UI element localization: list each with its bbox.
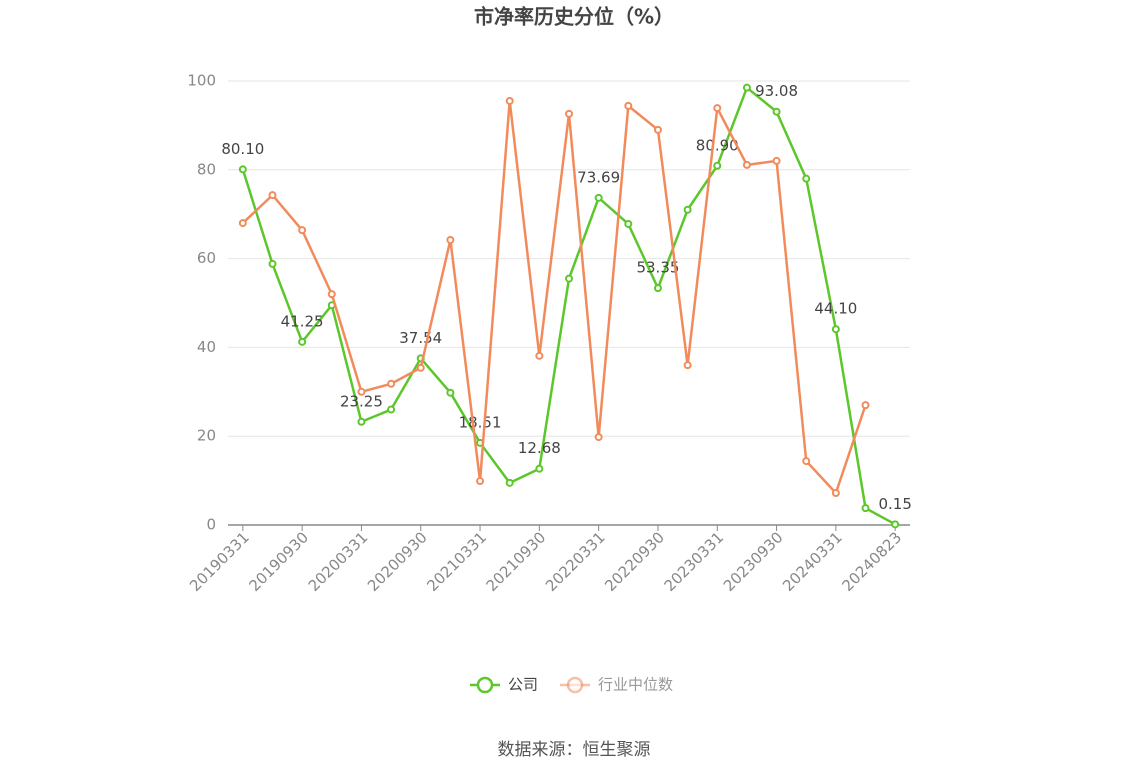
- point: [713, 104, 722, 113]
- x-tick-label: 20230930: [720, 528, 787, 595]
- point: [831, 489, 840, 498]
- x-tick-label: 20220930: [601, 528, 668, 595]
- point: [298, 226, 307, 235]
- x-tick-label: 20220331: [542, 528, 609, 595]
- legend-label: 行业中位数: [598, 676, 673, 694]
- point: [387, 405, 396, 414]
- point: [653, 284, 662, 293]
- value-label: 41.25: [281, 312, 324, 330]
- x-tick-label: 20200331: [305, 528, 372, 595]
- x-tick-label: 20210930: [483, 528, 550, 595]
- x-tick-label: 20200930: [364, 528, 431, 595]
- point: [238, 165, 247, 174]
- point: [268, 259, 277, 268]
- point: [535, 351, 544, 360]
- point: [831, 325, 840, 334]
- value-label: 12.68: [518, 439, 561, 457]
- point: [742, 160, 751, 169]
- point: [802, 457, 811, 466]
- y-tick-label: 20: [197, 427, 216, 445]
- point: [594, 193, 603, 202]
- point: [861, 504, 870, 513]
- value-label: 93.08: [755, 82, 798, 100]
- point: [268, 191, 277, 200]
- point: [624, 219, 633, 228]
- point: [238, 219, 247, 228]
- point: [624, 101, 633, 110]
- legend-marker: [476, 676, 494, 694]
- point: [416, 363, 425, 372]
- x-tick-label: 20240331: [779, 528, 846, 595]
- value-label: 18.51: [459, 413, 502, 431]
- y-tick-label: 0: [206, 516, 216, 534]
- source-note: 数据来源：恒生聚源: [498, 740, 651, 760]
- y-tick-label: 100: [187, 72, 216, 90]
- point: [565, 274, 573, 283]
- value-label: 37.54: [399, 329, 442, 347]
- value-label: 0.15: [878, 495, 911, 513]
- point: [357, 417, 366, 426]
- chart-title: 市净率历史分位（%）: [474, 5, 674, 29]
- point: [742, 83, 751, 92]
- x-tick-label: 20190930: [245, 528, 312, 595]
- point: [446, 388, 455, 397]
- value-label: 23.25: [340, 392, 383, 410]
- x-tick-label: 20240823: [838, 528, 905, 595]
- point: [861, 401, 870, 410]
- point: [535, 464, 544, 473]
- value-label: 80.90: [696, 136, 739, 154]
- series-line: [241, 99, 867, 495]
- x-tick-label: 20230331: [661, 528, 728, 595]
- point: [298, 337, 307, 346]
- point: [891, 520, 900, 529]
- point: [594, 433, 603, 442]
- point: [357, 387, 366, 396]
- y-tick-label: 80: [197, 160, 216, 178]
- legend-label: 公司: [508, 676, 538, 694]
- point: [713, 161, 722, 170]
- value-label: 80.10: [221, 140, 264, 158]
- point: [446, 235, 455, 244]
- point: [327, 290, 336, 299]
- point: [505, 96, 514, 105]
- point: [772, 107, 781, 116]
- point: [565, 109, 573, 118]
- point: [772, 156, 781, 165]
- legend-marker: [566, 676, 584, 694]
- point: [476, 477, 485, 486]
- y-tick-label: 60: [197, 249, 216, 267]
- value-label: 53.35: [636, 259, 679, 277]
- point: [653, 125, 662, 134]
- point: [802, 174, 811, 183]
- y-tick-label: 40: [197, 338, 216, 356]
- series-line: [241, 86, 896, 526]
- value-label: 73.69: [577, 168, 620, 186]
- value-label: 44.10: [814, 300, 857, 318]
- point: [387, 379, 396, 388]
- point: [505, 478, 514, 487]
- point: [683, 205, 692, 214]
- x-tick-label: 20210331: [423, 528, 490, 595]
- point: [683, 361, 692, 370]
- x-tick-label: 20190331: [186, 528, 253, 595]
